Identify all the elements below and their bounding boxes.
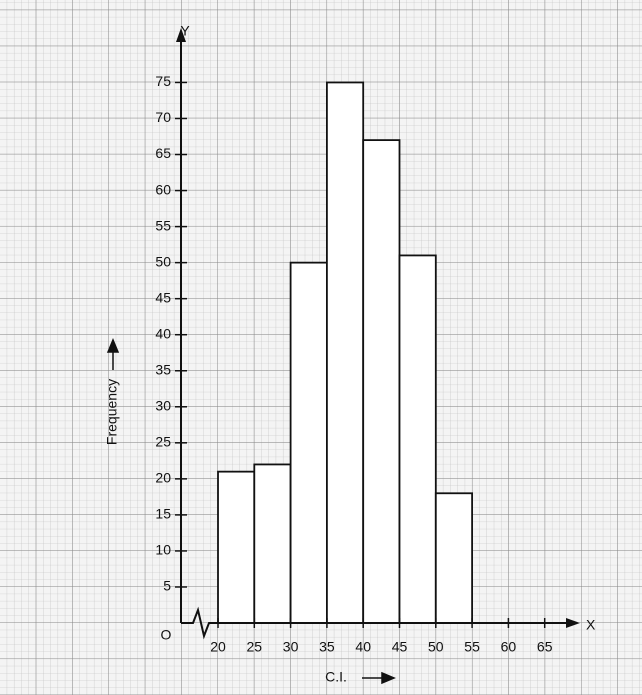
y-tick-label: 40 [155,325,171,341]
x-axis [181,606,570,640]
y-tick-label: 65 [155,145,171,161]
y-tick-label: 35 [155,361,171,377]
x-tick-label: 35 [319,639,335,655]
y-tick-label: 20 [155,470,171,486]
x-label-arrow [362,671,396,685]
x-tick-label: 20 [210,639,226,655]
y-tick-label: 15 [155,506,171,522]
y-tick-label: 55 [155,217,171,233]
y-axis-label: Frequency [104,379,120,445]
x-tick-label: 25 [247,639,263,655]
y-arrow [176,28,186,42]
bar [253,463,292,624]
x-arrow [566,618,580,628]
x-tick-label: 65 [537,639,553,655]
y-letter: Y [180,23,190,39]
bar [217,470,256,624]
bar [325,81,365,624]
x-tick-label: 55 [464,639,480,655]
y-tick-label: 60 [155,181,171,197]
y-tick-label: 5 [163,578,171,594]
y-tick-label: 75 [155,73,171,89]
bar [434,492,473,624]
y-label-arrow [106,338,120,370]
y-tick-label: 70 [155,109,171,125]
x-tick-label: 30 [283,639,299,655]
origin-letter: O [161,627,172,643]
x-tick-label: 50 [428,639,444,655]
bar [289,261,328,624]
bar [398,254,437,624]
y-tick-label: 50 [155,253,171,269]
x-tick-label: 40 [355,639,371,655]
x-axis-label: C.I. [325,669,347,685]
x-tick-label: 60 [501,639,517,655]
y-tick-label: 25 [155,434,171,450]
x-letter: X [586,617,596,633]
y-tick-label: 30 [155,397,171,413]
y-tick-label: 10 [155,542,171,558]
plot [217,81,473,624]
bar [362,139,401,624]
x-tick-label: 45 [392,639,408,655]
y-tick-label: 45 [155,289,171,305]
